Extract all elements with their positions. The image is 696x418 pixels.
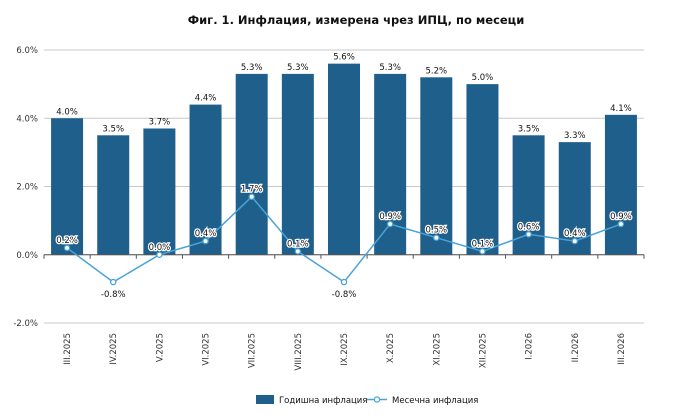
- x-tick-label: IX.2025: [340, 333, 350, 366]
- x-tick-label: I.2026: [525, 333, 535, 360]
- x-tick-label: III.2026: [617, 333, 627, 365]
- chart-title: Фиг. 1. Инфлация, измерена чрез ИПЦ, по …: [188, 13, 525, 27]
- bar-label: 3.3%: [564, 131, 586, 141]
- bar-label: 4.4%: [195, 94, 217, 104]
- y-tick-label: 4.0%: [16, 114, 38, 124]
- line-label: 1.7%: [241, 185, 263, 195]
- line-series: [63, 193, 625, 286]
- line-point: [525, 231, 532, 238]
- axes: 6.0% 4.0% 2.0% 0.0% -2.0% III.2025 IV.2025 V.20…: [13, 46, 645, 371]
- bar-label: 5.2%: [426, 66, 448, 76]
- x-tick-label: XI.2025: [432, 333, 442, 366]
- bar: [604, 114, 637, 255]
- line-label: -0.8%: [101, 290, 126, 300]
- line-label: 0.9%: [379, 212, 401, 222]
- line-label: 0.2%: [56, 236, 78, 246]
- bar: [189, 104, 222, 255]
- bar: [51, 118, 84, 255]
- legend-bar-label: Годишна инфлация: [279, 396, 367, 406]
- y-tick-label: 2.0%: [16, 183, 38, 193]
- line-point: [571, 237, 579, 245]
- line-point: [156, 251, 163, 258]
- line-point: [63, 244, 71, 252]
- bar-label: 3.5%: [102, 124, 124, 134]
- x-tick-label: VII.2025: [248, 333, 258, 368]
- bar-label: 5.3%: [379, 63, 401, 73]
- line-label: -0.8%: [332, 290, 357, 300]
- line-point: [386, 220, 394, 228]
- bar-label: 5.0%: [472, 73, 494, 83]
- y-tick-label: -2.0%: [13, 319, 38, 329]
- bar: [420, 77, 453, 255]
- line-point: [340, 278, 348, 286]
- bar-label: 3.5%: [518, 124, 540, 134]
- bar-label: 5.3%: [241, 63, 263, 73]
- line-label: 0.4%: [564, 229, 586, 239]
- y-tick-label: 6.0%: [16, 46, 38, 56]
- line-label: 0.6%: [518, 222, 540, 232]
- legend-bar-swatch: [256, 395, 274, 404]
- bar: [281, 73, 314, 255]
- line-point: [433, 234, 440, 241]
- bar-series: [51, 63, 637, 255]
- x-tick-label: VI.2025: [202, 333, 212, 366]
- line-label: 0.4%: [195, 229, 217, 239]
- data-labels: 4.0% 3.5% 3.7% 4.4% 5.3% 5.3% 5.6% 5.3% 5.2% 5.0%…: [55, 53, 633, 300]
- line-label: 0.1%: [287, 239, 309, 249]
- line-label: 0.1%: [472, 239, 494, 249]
- bar-label: 3.7%: [149, 117, 171, 127]
- legend: Годишна инфлация Месечна инфлация: [256, 395, 478, 406]
- line-point: [617, 220, 625, 228]
- x-tick-label: IV.2025: [109, 333, 119, 365]
- line-label: 0.9%: [610, 212, 632, 222]
- bar: [558, 142, 591, 255]
- line-point: [479, 248, 486, 255]
- x-tick-label: VIII.2025: [294, 333, 304, 371]
- bar: [328, 63, 360, 255]
- bar-label: 4.1%: [610, 104, 632, 114]
- y-tick-label: 0.0%: [16, 251, 38, 261]
- bar-label: 5.3%: [287, 63, 309, 73]
- line-point: [248, 193, 255, 200]
- bar: [97, 135, 130, 255]
- legend-line-label: Месечна инфлация: [392, 396, 478, 406]
- x-tick-label: XII.2025: [478, 333, 488, 368]
- x-tick-label: X.2025: [386, 333, 396, 363]
- legend-line-marker: [373, 396, 381, 403]
- bar-label: 4.0%: [56, 107, 78, 117]
- bar: [466, 84, 499, 255]
- line-point: [202, 237, 209, 245]
- line-label: 0.0%: [149, 243, 171, 253]
- x-tick-label: V.2025: [155, 333, 165, 362]
- bar: [143, 128, 176, 255]
- x-tick-label: III.2025: [63, 333, 73, 365]
- line-point: [294, 248, 302, 255]
- bar-label: 5.6%: [333, 53, 355, 63]
- bar: [235, 73, 268, 255]
- line-label: 0.5%: [426, 226, 448, 236]
- line-point: [109, 278, 117, 286]
- x-tick-label: II.2026: [571, 333, 581, 362]
